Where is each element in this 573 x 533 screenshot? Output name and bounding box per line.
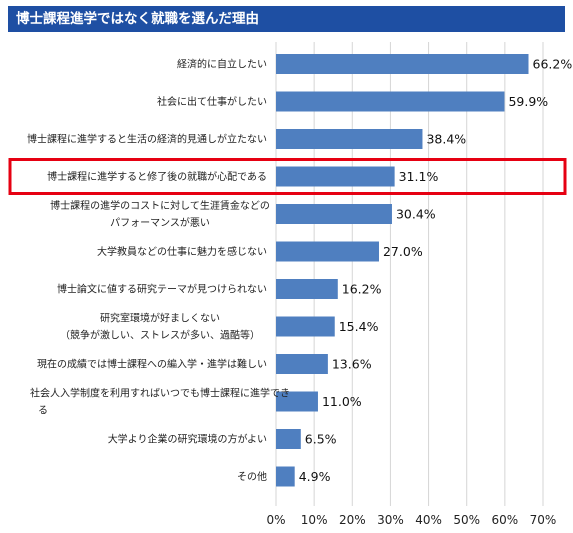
bar-value-label: 16.2%	[342, 282, 382, 297]
highlight-box	[8, 158, 567, 195]
bar	[276, 354, 328, 374]
category-label: 大学より企業の研究環境の方がよい	[108, 433, 267, 446]
category-label: 博士論文に値する研究テーマが見つけられない	[57, 283, 267, 296]
category-label: 経済的に自立したい	[177, 58, 267, 71]
bar	[276, 166, 395, 187]
category-label: 研究室環境が好ましくない	[100, 312, 220, 325]
x-tick-label: 60%	[492, 513, 519, 527]
category-label: （競争が激しい、ストレスが多い、過酷等）	[60, 329, 260, 342]
x-tick-label: 30%	[377, 513, 404, 527]
category-label: 現在の成績では博士課程への編入学・進学は難しい	[37, 358, 267, 371]
bar-value-label: 6.5%	[305, 432, 337, 447]
bar-value-label: 15.4%	[339, 319, 379, 334]
category-label: 博士課程に進学すると生活の経済的見通しが立たない	[27, 133, 267, 146]
category-label: 社会に出て仕事がしたい	[157, 95, 267, 108]
bar	[276, 316, 335, 337]
x-tick-label: 50%	[453, 513, 480, 527]
x-tick-label: 0%	[266, 513, 285, 527]
x-tick-label: 20%	[339, 513, 366, 527]
category-label: 博士課程の進学のコストに対して生涯賃金などの	[50, 199, 270, 212]
category-label: 大学教員などの仕事に魅力を感じない	[97, 245, 267, 258]
category-label: 社会人入学制度を利用すればいつでも博士課程に進学でき	[30, 387, 290, 400]
bar-value-label: 66.2%	[533, 57, 573, 72]
x-tick-label: 70%	[530, 513, 557, 527]
chart-title: 博士課程進学ではなく就職を選んだ理由	[8, 6, 565, 32]
bar	[276, 279, 338, 299]
bar-value-label: 4.9%	[299, 469, 331, 484]
bar-value-label: 38.4%	[426, 132, 466, 147]
category-label: 博士課程に進学すると修了後の就職が心配である	[47, 170, 267, 183]
bar	[276, 129, 423, 149]
category-label: る	[38, 405, 48, 417]
bar	[276, 91, 505, 112]
x-tick-label: 40%	[415, 513, 442, 527]
category-label: その他	[237, 470, 267, 483]
bar-value-label: 59.9%	[508, 94, 548, 109]
bar-value-label: 13.6%	[332, 357, 372, 372]
bar	[276, 241, 379, 262]
bar	[276, 204, 392, 224]
bar-value-label: 30.4%	[396, 207, 436, 222]
x-tick-label: 10%	[301, 513, 328, 527]
bar	[276, 391, 318, 412]
bar	[276, 429, 301, 449]
bar	[276, 466, 295, 487]
bar-value-label: 27.0%	[383, 244, 423, 259]
bar	[276, 54, 529, 74]
bar-value-label: 31.1%	[399, 169, 439, 184]
bar-value-label: 11.0%	[322, 394, 362, 409]
category-label: パフォーマンスが悪い	[110, 216, 210, 229]
